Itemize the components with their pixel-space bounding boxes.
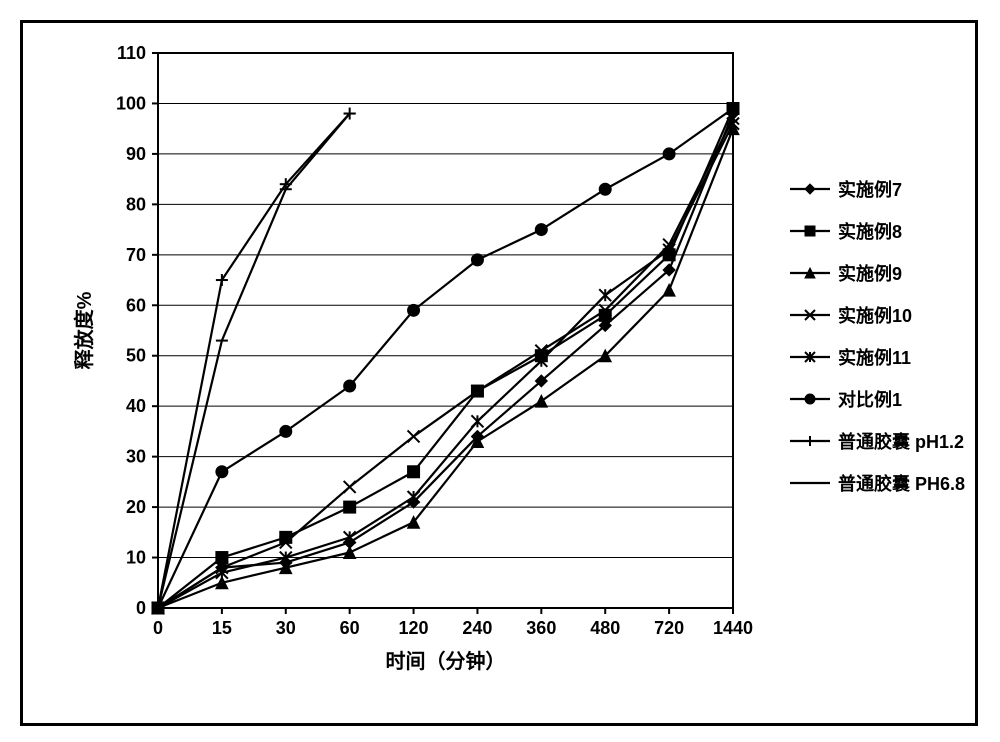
svg-text:100: 100 bbox=[116, 93, 146, 113]
svg-text:0: 0 bbox=[136, 598, 146, 618]
svg-text:1440: 1440 bbox=[713, 618, 753, 638]
svg-text:120: 120 bbox=[399, 618, 429, 638]
svg-text:时间（分钟）: 时间（分钟） bbox=[386, 649, 506, 673]
series-cap68 bbox=[152, 114, 356, 608]
legend-item-s9: 实施例9 bbox=[788, 252, 968, 294]
chart-svg: 0 10 20 30 40 50 60 70 80 90 100 110 0 15 30 60 120 240 36… bbox=[63, 33, 783, 703]
svg-text:10: 10 bbox=[126, 548, 146, 568]
legend-label: 实施例7 bbox=[838, 176, 902, 202]
svg-text:0: 0 bbox=[153, 618, 163, 638]
svg-text:60: 60 bbox=[340, 618, 360, 638]
svg-text:70: 70 bbox=[126, 245, 146, 265]
legend-swatch bbox=[788, 474, 832, 492]
legend-item-cap12: 普通胶囊 pH1.2 bbox=[788, 420, 968, 462]
legend-swatch bbox=[788, 222, 832, 240]
svg-text:480: 480 bbox=[590, 618, 620, 638]
svg-text:240: 240 bbox=[462, 618, 492, 638]
svg-text:110: 110 bbox=[117, 43, 146, 63]
legend-swatch bbox=[788, 264, 832, 282]
svg-text:50: 50 bbox=[126, 346, 146, 366]
legend-label: 实施例11 bbox=[838, 344, 911, 370]
series-s11 bbox=[152, 118, 739, 614]
svg-text:60: 60 bbox=[126, 295, 146, 315]
outer-frame: 0 10 20 30 40 50 60 70 80 90 100 110 0 15 30 60 120 240 36… bbox=[20, 20, 978, 726]
legend-label: 普通胶囊 pH1.2 bbox=[838, 428, 964, 454]
series-s8 bbox=[152, 103, 739, 615]
legend: 实施例7 实施例8 实施例9 实施例10 实施例11 对比例1 普通胶囊 pH1.2 普通胶囊… bbox=[788, 168, 968, 504]
legend-swatch bbox=[788, 306, 832, 324]
svg-text:30: 30 bbox=[276, 618, 296, 638]
legend-label: 实施例9 bbox=[838, 260, 902, 286]
legend-item-s10: 实施例10 bbox=[788, 294, 968, 336]
series-cap12 bbox=[152, 108, 356, 614]
legend-swatch bbox=[788, 180, 832, 198]
series-s9 bbox=[152, 123, 739, 614]
svg-text:360: 360 bbox=[526, 618, 556, 638]
legend-swatch bbox=[788, 348, 832, 366]
legend-item-s8: 实施例8 bbox=[788, 210, 968, 252]
svg-text:释放度%: 释放度% bbox=[72, 291, 96, 369]
svg-text:30: 30 bbox=[126, 447, 146, 467]
chart-area: 0 10 20 30 40 50 60 70 80 90 100 110 0 15 30 60 120 240 36… bbox=[63, 33, 783, 703]
svg-text:20: 20 bbox=[126, 497, 146, 517]
svg-text:40: 40 bbox=[126, 396, 146, 416]
legend-label: 对比例1 bbox=[838, 386, 902, 412]
legend-label: 普通胶囊 PH6.8 bbox=[838, 470, 965, 496]
legend-label: 实施例10 bbox=[838, 302, 912, 328]
series-s10 bbox=[152, 113, 739, 614]
series-s7 bbox=[152, 108, 739, 614]
svg-text:15: 15 bbox=[212, 618, 232, 638]
svg-text:90: 90 bbox=[126, 144, 146, 164]
legend-item-cap68: 普通胶囊 PH6.8 bbox=[788, 462, 968, 504]
series-cmp1 bbox=[152, 103, 739, 615]
legend-item-s7: 实施例7 bbox=[788, 168, 968, 210]
legend-item-cmp1: 对比例1 bbox=[788, 378, 968, 420]
legend-item-s11: 实施例11 bbox=[788, 336, 968, 378]
legend-swatch bbox=[788, 390, 832, 408]
svg-text:80: 80 bbox=[126, 194, 146, 214]
svg-text:720: 720 bbox=[654, 618, 684, 638]
legend-label: 实施例8 bbox=[838, 218, 902, 244]
legend-swatch bbox=[788, 432, 832, 450]
